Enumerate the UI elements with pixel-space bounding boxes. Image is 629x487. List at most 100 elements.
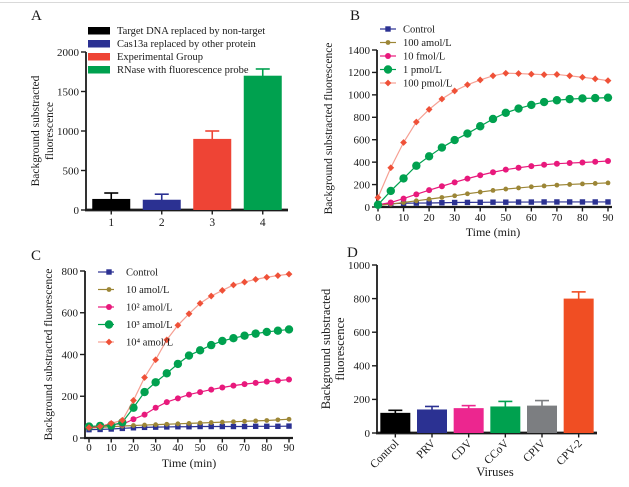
legend-marker: [105, 338, 113, 346]
panel-d-label: D: [347, 245, 359, 261]
data-point-marker: [566, 199, 573, 205]
data-point-marker: [131, 423, 136, 428]
data-point-marker: [208, 420, 214, 425]
legend-item: 10³ amol/L: [98, 320, 173, 331]
data-point-marker: [164, 424, 170, 430]
data-point-marker: [162, 369, 171, 378]
data-point-marker: [264, 423, 270, 430]
data-point-marker: [565, 94, 574, 104]
legend-item: Control: [380, 24, 435, 35]
data-point-marker: [400, 139, 407, 146]
data-point-marker: [195, 346, 205, 355]
y-tick-label: 0: [365, 202, 371, 214]
data-point-marker: [604, 77, 612, 85]
data-point-marker: [514, 104, 523, 113]
data-point-marker: [373, 200, 383, 209]
data-point-marker: [275, 423, 281, 430]
panel-b-label: B: [350, 8, 361, 24]
y-tick-label: 1000: [57, 126, 80, 138]
y-tick-label: 2000: [57, 47, 80, 59]
data-point-marker: [130, 397, 137, 404]
y-tick-label: 400: [354, 361, 371, 373]
data-point-marker: [185, 310, 193, 318]
data-point-marker: [527, 70, 535, 78]
data-point-marker: [554, 182, 560, 188]
data-point-marker: [591, 93, 600, 103]
legend-swatch: [88, 27, 110, 35]
x-axis-label: Viruses: [476, 465, 514, 479]
data-point-marker: [591, 75, 599, 83]
data-point-marker: [552, 96, 562, 105]
legend-label: Control: [403, 24, 435, 35]
y-tick-label: 200: [354, 394, 371, 406]
data-point-marker: [541, 161, 548, 168]
data-point-marker: [252, 379, 259, 386]
panel-a: A 0 500 1000 1500 2000 1 2 3 4 Background substra…: [0, 0, 314, 243]
data-point-marker: [451, 179, 458, 186]
data-point-marker: [439, 200, 445, 206]
legend-swatch: [88, 40, 110, 48]
data-point-marker: [197, 389, 204, 396]
data-point-marker: [118, 416, 126, 424]
data-point-marker: [252, 423, 259, 430]
data-point-marker: [186, 391, 192, 398]
data-point-marker: [197, 423, 203, 430]
bar: [380, 412, 411, 433]
data-point-marker: [528, 199, 535, 205]
x-axis-label: Time (min): [466, 225, 521, 239]
data-point-marker: [186, 424, 192, 430]
data-series: [84, 325, 294, 431]
data-point-marker: [539, 97, 549, 107]
data-point-marker: [515, 70, 522, 77]
y-tick-label: 600: [354, 327, 371, 339]
data-point-marker: [129, 403, 138, 412]
data-point-marker: [241, 381, 248, 388]
data-point-marker: [262, 327, 271, 337]
x-category-label: CPV-2: [554, 437, 585, 468]
y-axis-label: fluorescence: [333, 317, 347, 381]
data-point-marker: [605, 199, 611, 205]
data-point-marker: [175, 421, 181, 427]
data-point-marker: [285, 270, 293, 278]
data-point-marker: [399, 174, 408, 183]
data-point-marker: [426, 200, 432, 206]
data-point-marker: [164, 421, 170, 427]
panel-c: C 0 200 400 600 800 0 10 20 30 40 50 60 70 80 90 Time (…: [0, 243, 314, 487]
y-tick-label: 800: [354, 293, 371, 305]
data-point-marker: [208, 423, 214, 430]
data-point-marker: [241, 278, 248, 286]
legend-label: 100 pmol/L: [403, 78, 452, 89]
data-point-marker: [603, 93, 613, 102]
data-point-marker: [253, 418, 259, 424]
data-point-marker: [477, 172, 484, 179]
data-point-marker: [437, 143, 447, 152]
data-point-marker: [251, 329, 260, 338]
series-line: [88, 273, 290, 429]
x-category-label: CCoV: [482, 437, 512, 467]
data-point-marker: [242, 418, 247, 424]
x-axis-label: Time (min): [162, 456, 217, 470]
x-category-label: PRV: [414, 437, 438, 461]
y-tick-label: 1400: [348, 45, 371, 57]
x-tick-label: 20: [424, 212, 436, 224]
data-point-marker: [219, 384, 226, 391]
legend-item: 10⁴ amol/L: [98, 337, 173, 348]
x-tick-label: 10: [106, 442, 118, 454]
data-point-marker: [463, 129, 472, 138]
data-point-marker: [207, 340, 216, 350]
data-point-marker: [412, 161, 421, 170]
data-point-marker: [184, 351, 194, 360]
legend-marker: [385, 53, 391, 59]
data-point-marker: [229, 334, 238, 343]
data-point-marker: [579, 199, 586, 205]
data-point-marker: [286, 423, 292, 429]
data-series: [374, 69, 612, 201]
y-tick-label: 600: [354, 135, 371, 147]
legend-marker: [106, 304, 112, 310]
data-point-marker: [528, 163, 535, 170]
x-tick-label: 90: [603, 212, 615, 224]
legend-label: Control: [126, 267, 158, 278]
x-tick-label: 60: [526, 212, 538, 224]
bar: [490, 406, 521, 433]
